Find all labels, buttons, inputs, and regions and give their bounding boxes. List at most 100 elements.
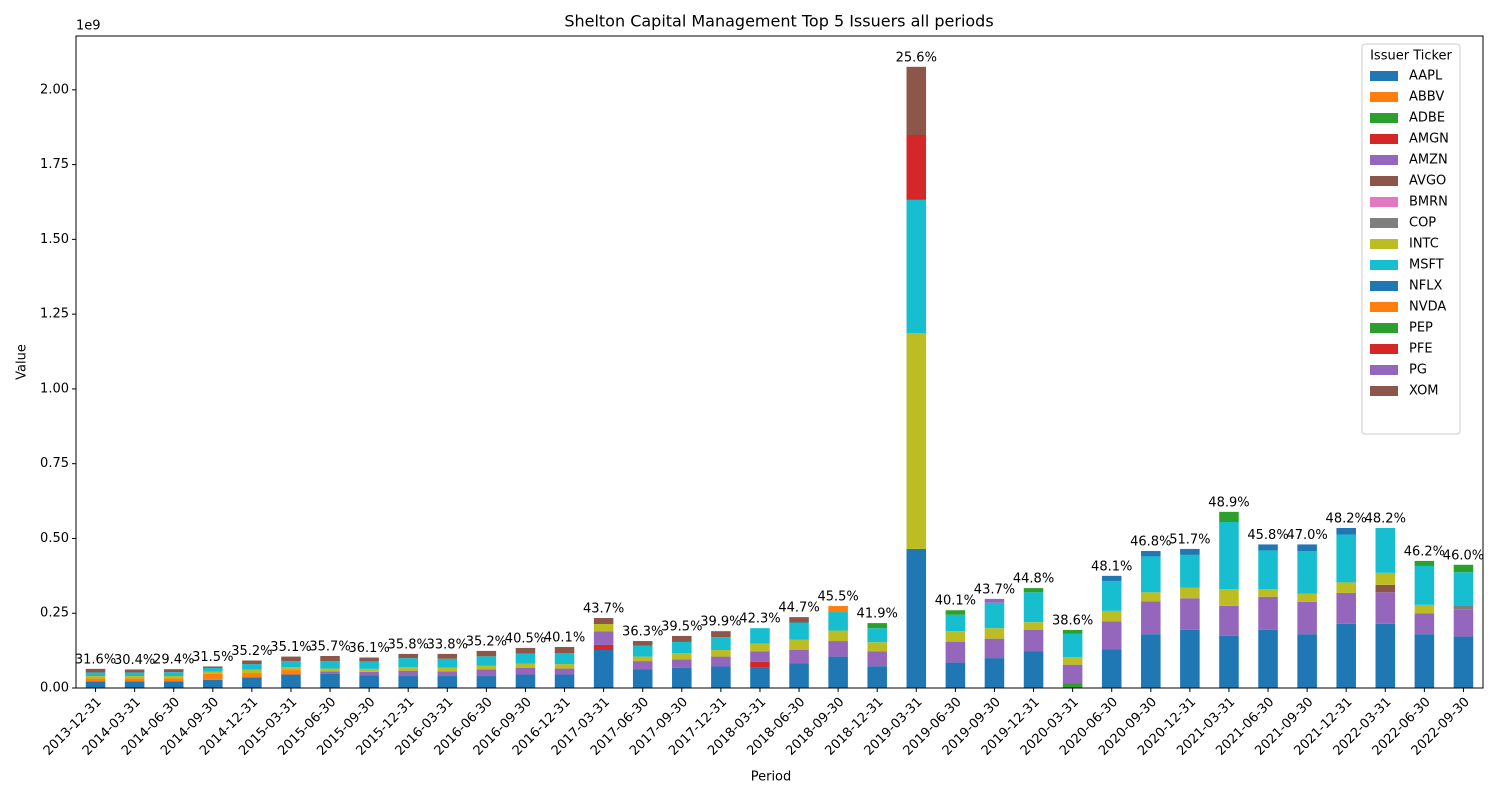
bar-segment: [1375, 623, 1396, 688]
bar-segment: [554, 668, 575, 675]
bar-segment: [906, 199, 927, 333]
bar-segment: [789, 639, 809, 651]
bar-segment: [1141, 601, 1161, 635]
bar-segment: [320, 673, 340, 688]
bar-segment: [789, 622, 809, 640]
legend-swatch: [1370, 323, 1398, 333]
bar-segment: [320, 655, 340, 662]
bar-segment: [867, 642, 887, 652]
bar-segment: [789, 663, 809, 688]
bar-annotation: 35.2%: [466, 634, 507, 649]
bar-annotation: 46.2%: [1404, 544, 1445, 559]
bar-annotation: 35.8%: [388, 637, 429, 652]
bar-segment: [750, 643, 770, 652]
bar-segment: [359, 668, 379, 672]
bar-segment: [1141, 592, 1161, 602]
legend-swatch: [1370, 386, 1398, 396]
bar-segment: [1180, 629, 1200, 688]
bar-segment: [828, 630, 848, 642]
bar-segment: [398, 653, 418, 659]
bar-segment: [984, 598, 1005, 603]
bar-annotation: 43.7%: [974, 582, 1015, 597]
bar-segment: [1453, 636, 1474, 688]
bar-segment: [1141, 634, 1161, 688]
legend-swatch: [1370, 218, 1398, 228]
bar-segment: [398, 676, 418, 688]
bar-annotation: 40.1%: [935, 594, 976, 609]
bar-segment: [828, 641, 848, 657]
bar-segment: [281, 661, 301, 668]
bar-segment: [1062, 633, 1083, 658]
bar-annotation: 36.1%: [348, 641, 389, 656]
bar-segment: [1414, 604, 1435, 614]
bar-segment: [1336, 592, 1356, 624]
bar-segment: [242, 664, 262, 670]
bar-segment: [1258, 550, 1278, 590]
bar-segment: [554, 674, 575, 688]
bar-segment: [359, 661, 379, 669]
bar-segment: [984, 628, 1005, 639]
legend-swatch: [1370, 197, 1398, 207]
bar-segment: [1141, 551, 1161, 557]
x-axis-label: Period: [751, 770, 792, 785]
bar-segment: [359, 671, 379, 676]
legend-swatch: [1370, 134, 1398, 144]
bar-segment: [398, 658, 418, 668]
y-tick-label: 2.00: [40, 82, 69, 97]
bar-segment: [945, 631, 966, 642]
bar-segment: [1297, 544, 1317, 552]
bar-segment: [1062, 683, 1083, 688]
bar-segment: [1023, 592, 1044, 623]
bar-segment: [711, 631, 731, 638]
bar-annotation: 41.9%: [857, 607, 898, 622]
bar-annotation: 38.6%: [1052, 613, 1093, 628]
y-tick-label: 1.75: [40, 157, 69, 172]
bar-segment: [867, 666, 887, 688]
bar-segment: [789, 617, 809, 623]
bar-segment: [1414, 565, 1435, 605]
bar-segment: [124, 676, 145, 679]
bar-segment: [203, 671, 223, 674]
plot-frame: [75, 35, 1484, 689]
bar-segment: [1101, 621, 1122, 650]
bar-segment: [867, 623, 887, 629]
bar-segment: [1023, 629, 1044, 652]
legend-label: INTC: [1409, 237, 1439, 252]
bar-segment: [359, 657, 379, 662]
bar-annotation: 40.5%: [505, 631, 546, 646]
bar-segment: [281, 667, 301, 671]
bar-annotation: 47.0%: [1286, 528, 1327, 543]
legend-swatch: [1370, 113, 1398, 123]
bar-segment: [945, 610, 966, 615]
bar-segment: [1180, 548, 1200, 555]
y-tick-label: 1.25: [40, 307, 69, 322]
bar-segment: [476, 656, 497, 666]
bar-segment: [1414, 634, 1435, 688]
bar-segment: [632, 641, 653, 646]
bar-segment: [906, 66, 927, 135]
bar-segment: [1062, 664, 1083, 684]
bar-segment: [672, 635, 692, 642]
bar-segment: [1258, 589, 1278, 597]
bar-segment: [515, 663, 536, 668]
legend-label: ADBE: [1409, 111, 1445, 126]
bar-segment: [124, 678, 145, 682]
bar-segment: [632, 661, 653, 670]
bar-segment: [828, 606, 848, 613]
bar-segment: [1375, 592, 1396, 624]
bar-segment: [1258, 629, 1278, 688]
bar-annotation: 35.1%: [270, 640, 311, 655]
legend-label: AMZN: [1409, 153, 1448, 168]
bar-segment: [85, 681, 106, 688]
bar-annotation: 36.3%: [622, 625, 663, 640]
bar-annotation: 44.8%: [1013, 572, 1054, 587]
bar-annotation: 39.9%: [700, 615, 741, 630]
bar-segment: [1336, 582, 1356, 593]
bar-annotation: 35.2%: [231, 644, 272, 659]
bar-segment: [1101, 610, 1122, 622]
bar-segment: [1219, 605, 1239, 636]
bar-segment: [1219, 589, 1239, 606]
bar-annotation: 51.7%: [1169, 532, 1210, 547]
bar-segment: [437, 658, 458, 668]
bar-segment: [750, 651, 770, 662]
